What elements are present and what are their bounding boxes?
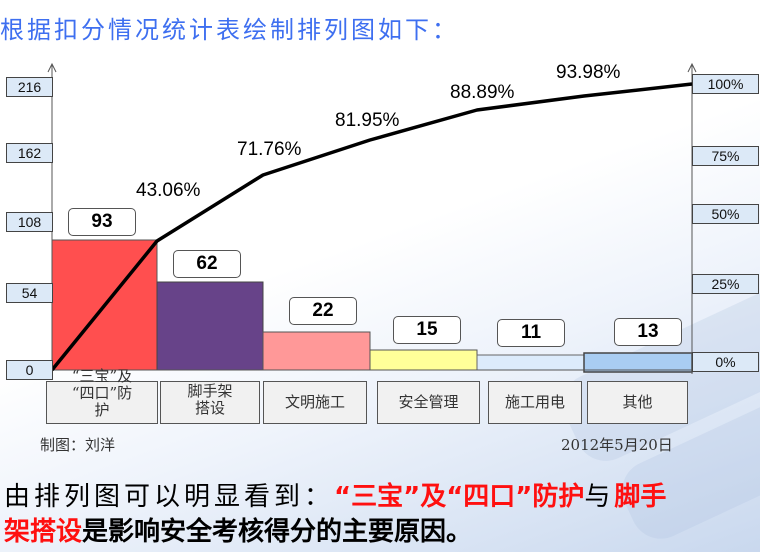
right-axis-tick: 75% <box>692 146 759 166</box>
bar-value-label: 22 <box>289 297 357 325</box>
conclusion-highlight: “三宝”及“四口”防护 <box>334 482 585 512</box>
cumulative-pct-label: 81.95% <box>335 110 400 131</box>
right-axis-tick: 0% <box>692 352 759 372</box>
left-axis-tick: 216 <box>6 77 53 97</box>
chart-date: 2012年5月20日 <box>561 436 673 454</box>
left-axis-tick: 108 <box>6 212 53 232</box>
left-axis-arrow-icon <box>47 62 57 73</box>
category-label-line: “三宝”及 <box>71 367 133 385</box>
bar-value-label: 13 <box>614 318 682 346</box>
cumulative-line <box>50 82 693 372</box>
conclusion-text: 由排列图可以明显看到： <box>4 482 335 512</box>
category-label-line: “四口”防 <box>71 384 133 402</box>
category-label-sanbao-sikou: “三宝”及 “四口”防 护 <box>46 368 158 424</box>
bar-value-label: 15 <box>393 316 461 344</box>
category-label-scaffolding: 脚手架 搭设 <box>160 381 260 424</box>
right-axis-tick: 100% <box>692 74 759 94</box>
chart-author: 制图：刘洋 <box>40 436 116 454</box>
conclusion-highlight: 架搭设 <box>4 517 83 547</box>
bar-value-label: 93 <box>68 208 136 236</box>
category-label-electricity: 施工用电 <box>488 381 582 424</box>
conclusion-line-1: 由排列图可以明显看到：“三宝”及“四口”防护与脚手 <box>4 476 666 513</box>
bar-value-label: 11 <box>497 319 565 347</box>
bar-electricity <box>476 354 585 371</box>
right-axis-arrow-icon <box>687 62 697 73</box>
bar-scaffolding <box>156 281 264 371</box>
cumulative-pct-label: 88.89% <box>450 82 515 103</box>
bar-other <box>583 352 693 373</box>
right-axis-tick: 50% <box>692 204 759 224</box>
left-axis-tick: 0 <box>6 360 53 380</box>
left-axis-tick: 54 <box>6 283 53 303</box>
category-label-other: 其他 <box>587 381 688 424</box>
category-label-line: 护 <box>94 401 110 419</box>
bar-civilized-construction <box>262 331 371 371</box>
conclusion-text: 是影响安全考核得分的主要原因。 <box>82 517 473 547</box>
cumulative-pct-label: 71.76% <box>237 139 302 160</box>
page-title: 根据扣分情况统计表绘制排列图如下： <box>0 16 459 44</box>
category-label-civilized-construction: 文明施工 <box>263 381 367 424</box>
conclusion-highlight: 脚手 <box>614 482 667 512</box>
cumulative-pct-label: 43.06% <box>136 180 201 201</box>
cumulative-pct-label: 93.98% <box>556 62 621 83</box>
right-axis-tick: 25% <box>692 274 759 294</box>
category-label-line: 脚手架 <box>187 381 233 400</box>
left-axis-tick: 162 <box>6 143 53 163</box>
category-label-safety-management: 安全管理 <box>377 381 480 424</box>
conclusion-text: 与 <box>584 482 615 512</box>
bar-safety-management <box>369 349 478 371</box>
bar-value-label: 62 <box>173 250 241 278</box>
category-label-line: 搭设 <box>194 398 225 417</box>
conclusion-line-2: 架搭设是影响安全考核得分的主要原因。 <box>4 511 472 548</box>
